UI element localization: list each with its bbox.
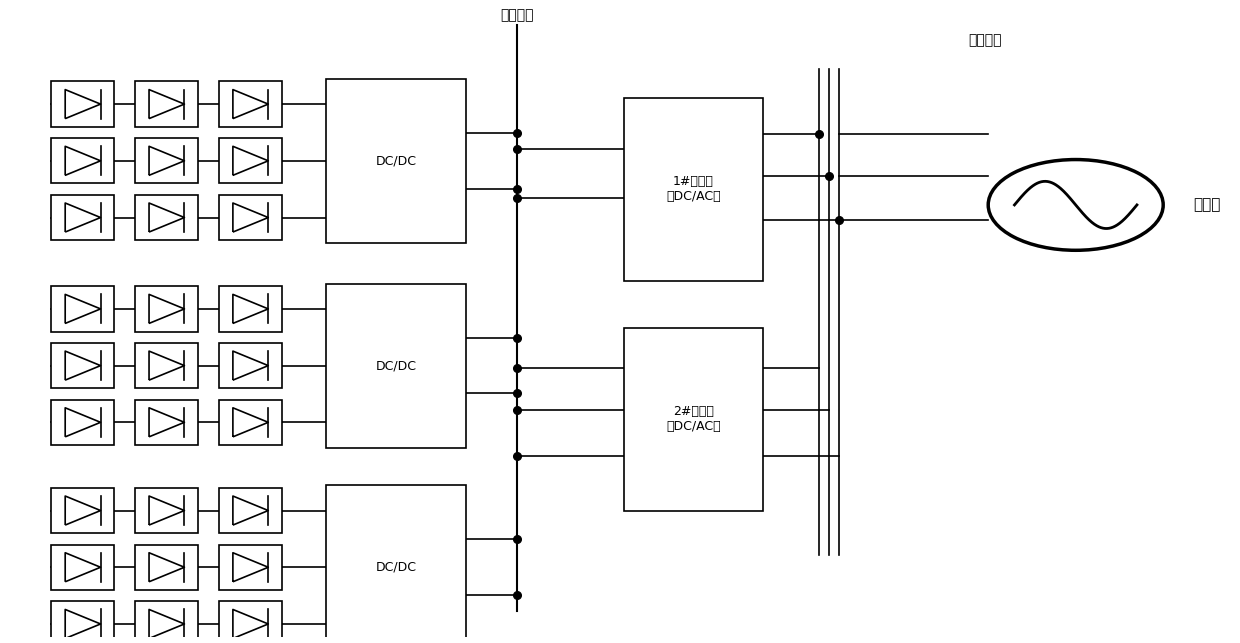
Text: 大电网: 大电网 (1194, 197, 1221, 212)
Text: 直流每线: 直流每线 (500, 8, 533, 22)
Bar (219, 400, 283, 445)
Bar (326, 79, 466, 242)
Bar (51, 488, 114, 533)
Bar (219, 82, 283, 127)
Bar (51, 400, 114, 445)
Bar (219, 601, 283, 643)
Bar (219, 195, 283, 240)
Text: 1#逆变器
（DC/AC）: 1#逆变器 （DC/AC） (666, 175, 720, 203)
Bar (135, 82, 198, 127)
Bar (326, 485, 466, 643)
Bar (219, 488, 283, 533)
Bar (51, 82, 114, 127)
Bar (624, 98, 764, 280)
Bar (219, 286, 283, 332)
Bar (51, 545, 114, 590)
Bar (135, 488, 198, 533)
Text: DC/DC: DC/DC (376, 154, 417, 167)
Text: 交流每线: 交流每线 (967, 33, 1002, 48)
Bar (135, 400, 198, 445)
Bar (219, 343, 283, 388)
Bar (51, 343, 114, 388)
Bar (51, 138, 114, 183)
Bar (51, 601, 114, 643)
Bar (51, 286, 114, 332)
Bar (219, 138, 283, 183)
Bar (135, 286, 198, 332)
Bar (135, 343, 198, 388)
Bar (326, 284, 466, 448)
Text: 2#逆变器
（DC/AC）: 2#逆变器 （DC/AC） (666, 405, 720, 433)
Bar (51, 195, 114, 240)
Bar (135, 545, 198, 590)
Bar (135, 138, 198, 183)
Bar (219, 545, 283, 590)
Bar (135, 195, 198, 240)
Text: DC/DC: DC/DC (376, 561, 417, 574)
Bar (624, 328, 764, 511)
Text: DC/DC: DC/DC (376, 359, 417, 372)
Bar (135, 601, 198, 643)
